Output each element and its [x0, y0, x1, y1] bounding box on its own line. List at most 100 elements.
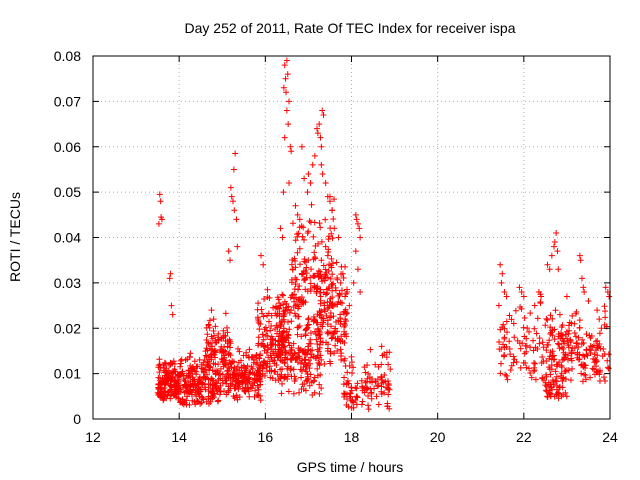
- data-point: [219, 379, 226, 386]
- data-point: [158, 214, 165, 221]
- data-point: [235, 359, 242, 366]
- data-point: [310, 233, 317, 240]
- data-point: [550, 352, 557, 359]
- data-point: [387, 366, 394, 373]
- data-point: [288, 355, 295, 362]
- data-point: [328, 255, 335, 262]
- data-point: [299, 299, 306, 306]
- data-point: [364, 375, 371, 382]
- data-point: [156, 361, 163, 368]
- data-point: [317, 371, 324, 378]
- data-point: [584, 352, 591, 359]
- data-point: [338, 333, 345, 340]
- data-point: [504, 376, 511, 383]
- data-point: [526, 328, 533, 335]
- data-point: [501, 325, 508, 332]
- data-point: [225, 248, 232, 255]
- data-point: [552, 377, 559, 384]
- data-point: [259, 370, 266, 377]
- data-point: [212, 354, 219, 361]
- data-point: [292, 302, 299, 309]
- data-point: [326, 283, 333, 290]
- data-point: [333, 259, 340, 266]
- data-point: [301, 356, 308, 363]
- data-point: [283, 57, 290, 64]
- data-point: [316, 390, 323, 397]
- data-point: [205, 380, 212, 387]
- data-point: [237, 373, 244, 380]
- data-point: [368, 389, 375, 396]
- data-point: [318, 143, 325, 150]
- data-point: [601, 321, 608, 328]
- data-point: [528, 374, 535, 381]
- data-point: [335, 234, 342, 241]
- data-point: [242, 365, 249, 372]
- data-point: [548, 384, 555, 391]
- data-point: [383, 354, 390, 361]
- grid-lines: [93, 56, 610, 419]
- data-point: [511, 356, 518, 363]
- data-point: [280, 338, 287, 345]
- data-point: [329, 235, 336, 242]
- data-point: [155, 220, 162, 227]
- data-point: [575, 356, 582, 363]
- data-point: [215, 336, 222, 343]
- data-point: [284, 371, 291, 378]
- data-point: [177, 363, 184, 370]
- data-point: [219, 371, 226, 378]
- data-point: [503, 372, 510, 379]
- data-point: [602, 308, 609, 315]
- data-point: [326, 298, 333, 305]
- data-point: [600, 345, 607, 352]
- data-point: [233, 392, 240, 399]
- data-point: [327, 262, 334, 269]
- data-point: [278, 357, 285, 364]
- data-point: [253, 392, 260, 399]
- data-point: [231, 365, 238, 372]
- y-tick-label: 0.06: [54, 139, 81, 155]
- data-point: [317, 268, 324, 275]
- data-point: [510, 320, 517, 327]
- data-point: [327, 360, 334, 367]
- data-point: [195, 376, 202, 383]
- data-point: [527, 310, 534, 317]
- data-point: [207, 376, 214, 383]
- data-point: [184, 374, 191, 381]
- data-point: [334, 328, 341, 335]
- data-point: [158, 388, 165, 395]
- data-point: [324, 317, 331, 324]
- data-point: [256, 326, 263, 333]
- data-point: [300, 236, 307, 243]
- data-point: [210, 316, 217, 323]
- data-point: [576, 317, 583, 324]
- data-point: [284, 365, 291, 372]
- data-point: [301, 256, 308, 263]
- data-point: [567, 339, 574, 346]
- data-point: [212, 339, 219, 346]
- data-point: [581, 288, 588, 295]
- y-tick-label: 0.01: [54, 366, 81, 382]
- data-point: [260, 313, 267, 320]
- data-point: [543, 347, 550, 354]
- data-point: [602, 314, 609, 321]
- data-point: [230, 198, 237, 205]
- data-point: [590, 355, 597, 362]
- data-point: [544, 393, 551, 400]
- data-point: [365, 402, 372, 409]
- data-point: [322, 291, 329, 298]
- data-point: [302, 267, 309, 274]
- data-point: [246, 346, 253, 353]
- data-point: [314, 340, 321, 347]
- data-point: [507, 351, 514, 358]
- data-point: [566, 327, 573, 334]
- data-point: [337, 346, 344, 353]
- data-point: [276, 305, 283, 312]
- data-point: [318, 238, 325, 245]
- data-point: [385, 361, 392, 368]
- data-point: [228, 364, 235, 371]
- data-point: [204, 358, 211, 365]
- data-point: [354, 380, 361, 387]
- data-point: [295, 345, 302, 352]
- y-tick-label: 0: [73, 411, 81, 427]
